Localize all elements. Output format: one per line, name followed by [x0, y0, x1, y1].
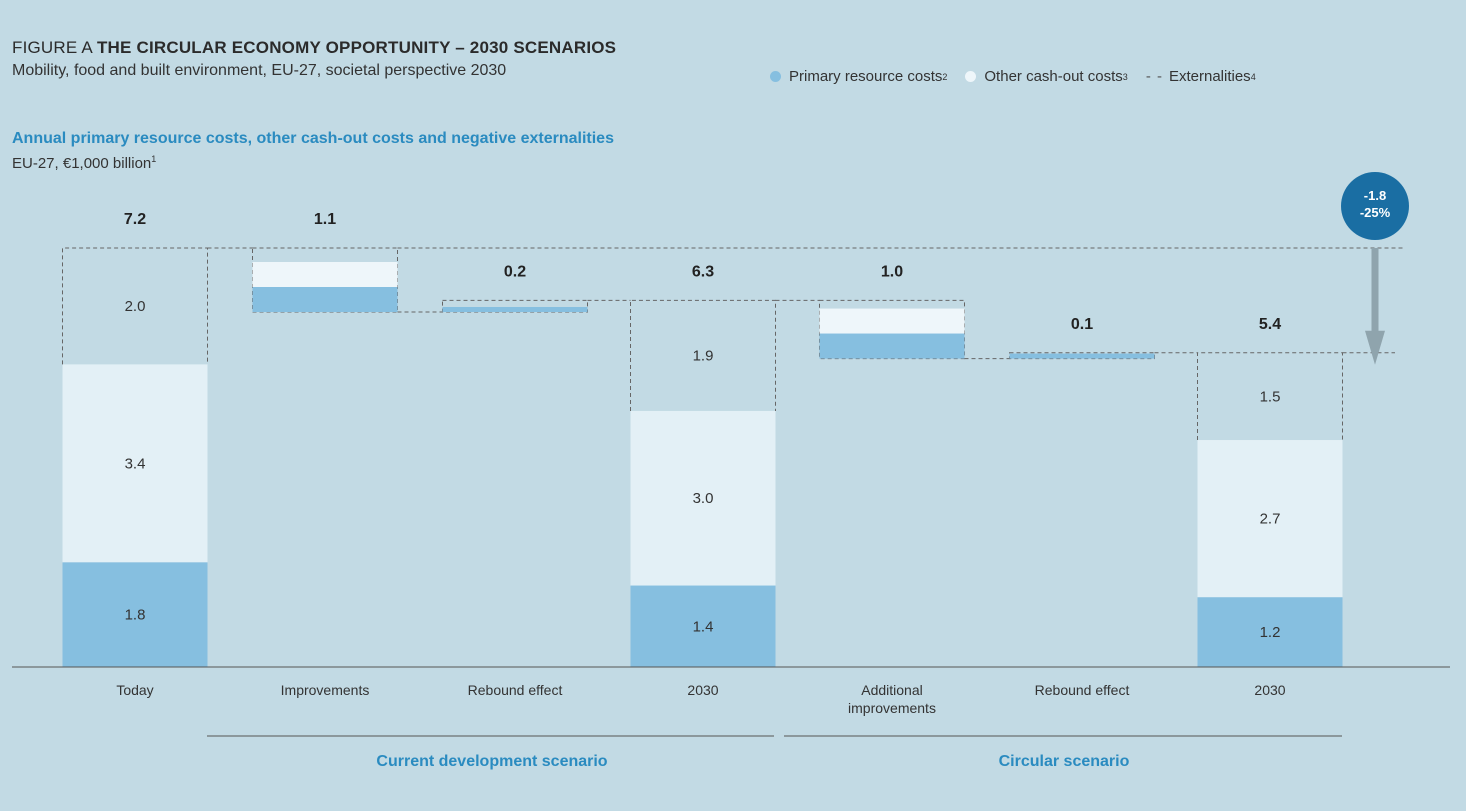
group-label-circular: Circular scenario: [999, 753, 1130, 770]
value-label-externalities: 2.0: [125, 298, 146, 315]
group-label-current: Current development scenario: [376, 753, 607, 770]
legend-item-externalities: - - Externalities 4: [1146, 68, 1256, 85]
bar-primary: [1197, 597, 1343, 667]
reduction-callout-badge: [1341, 172, 1409, 240]
bar-other: [1197, 440, 1343, 598]
bar-primary-increase: [442, 307, 588, 313]
legend-sup-externalities: 4: [1250, 71, 1256, 82]
value-label-other: 3.0: [693, 490, 714, 507]
reduction-callout-percent: -25%: [1360, 205, 1391, 220]
legend: Primary resource costs 2 Other cash-out c…: [770, 68, 1274, 85]
legend-swatch-externalities: - -: [1145, 68, 1163, 85]
bar-externalities-increase: [442, 299, 588, 313]
legend-label-primary: Primary resource costs: [789, 68, 943, 85]
axis-title: Annual primary resource costs, other cas…: [12, 130, 614, 147]
legend-swatch-other: [965, 71, 977, 82]
figure-prefix: FIGURE A: [12, 38, 93, 57]
total-label: 1.1: [314, 211, 336, 228]
total-label: 0.1: [1071, 316, 1093, 333]
total-label: 7.2: [124, 211, 146, 228]
legend-sup-primary: 2: [942, 71, 948, 82]
category-label: 2030: [687, 682, 718, 698]
category-label: 2030: [1254, 682, 1285, 698]
category-label: Today: [116, 682, 153, 698]
bar-primary-decrease: [819, 333, 965, 359]
total-label: 5.4: [1259, 316, 1281, 333]
category-label: Rebound effect: [1035, 682, 1130, 698]
value-label-primary: 1.2: [1260, 624, 1281, 641]
legend-label-other: Other cash-out costs: [984, 68, 1123, 85]
category-label: Improvements: [281, 682, 370, 698]
bar-externalities: [630, 299, 776, 411]
bar-other: [62, 364, 208, 563]
legend-sup-other: 3: [1122, 71, 1128, 82]
bar-primary: [630, 585, 776, 667]
category-label: Rebound effect: [468, 682, 563, 698]
legend-item-other: Other cash-out costs 3: [965, 68, 1128, 85]
value-label-externalities: 1.9: [693, 348, 714, 365]
total-label: 6.3: [692, 263, 714, 280]
figure-subtitle: Mobility, food and built environment, EU…: [12, 62, 507, 79]
bar-other: [630, 410, 776, 586]
bar-other-decrease: [252, 262, 398, 288]
reduction-callout-value: -1.8: [1364, 188, 1386, 203]
value-label-other: 2.7: [1260, 511, 1281, 528]
legend-label-externalities: Externalities: [1168, 68, 1251, 85]
value-label-externalities: 1.5: [1260, 388, 1281, 405]
bar-other-decrease: [819, 308, 965, 334]
bar-primary-decrease: [252, 287, 398, 313]
figure-title-text: THE CIRCULAR ECONOMY OPPORTUNITY – 2030 …: [96, 38, 617, 57]
legend-swatch-primary: [770, 71, 781, 82]
value-label-primary: 1.4: [693, 618, 714, 635]
value-label-primary: 1.8: [125, 607, 146, 624]
category-label: improvements: [848, 700, 936, 716]
bar-externalities: [1197, 352, 1343, 441]
total-label: 0.2: [504, 263, 526, 280]
category-label: Additional: [861, 682, 923, 698]
reduction-arrow-head: [1365, 330, 1385, 365]
total-label: 1.0: [881, 263, 903, 280]
bar-primary: [62, 562, 208, 667]
value-label-other: 3.4: [125, 455, 146, 472]
axis-unit-sup: 1: [151, 154, 157, 164]
figure-title: FIGURE A THE CIRCULAR ECONOMY OPPORTUNIT…: [12, 38, 616, 58]
bar-primary-increase: [1009, 353, 1155, 359]
axis-unit: EU-27, €1,000 billion1: [12, 154, 156, 172]
bar-externalities: [62, 247, 208, 365]
legend-item-primary: Primary resource costs 2: [770, 68, 947, 85]
axis-unit-text: EU-27, €1,000 billion: [12, 155, 152, 172]
